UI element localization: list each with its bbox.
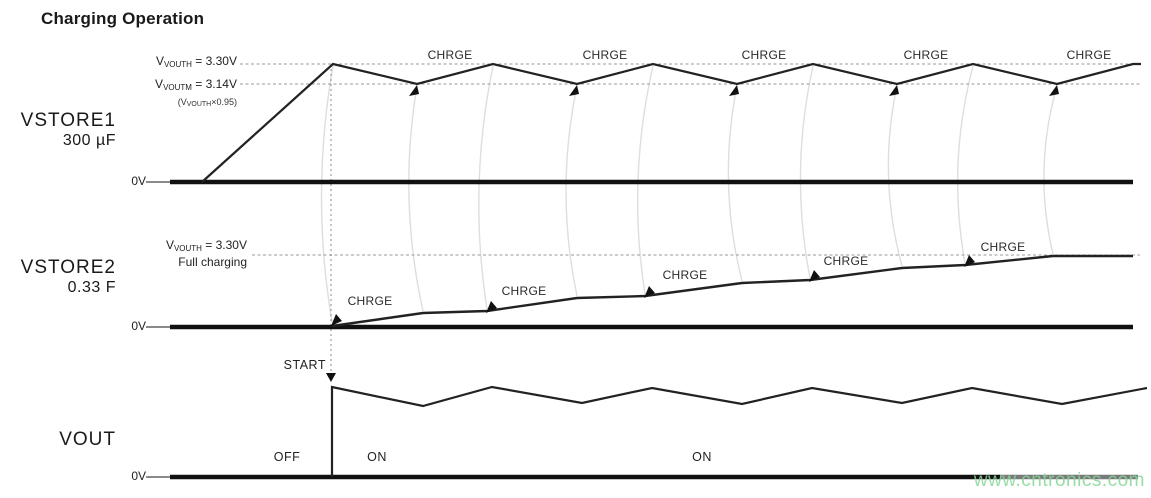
chrge-dip-arrowhead [729, 85, 739, 96]
chrge-label: CHRGE [663, 268, 708, 282]
chrge-ramp-arrowhead [964, 255, 975, 267]
start-down-arrowhead [326, 373, 336, 382]
chrge-label: CHRGE [824, 254, 869, 268]
watermark: www.cntronics.com [973, 470, 1145, 491]
vstore2-name: VSTORE2 [20, 257, 116, 278]
chrge-label: CHRGE [502, 284, 547, 298]
vstore1-voutm-formula-label: (VVOUTH×0.95) [177, 97, 237, 108]
charge-transfer-arc [887, 85, 903, 267]
waveform-vout [330, 385, 1148, 477]
vstore1-capacitance: 300 µF [62, 131, 116, 149]
vstore2-vouth-level-label: VVOUTH = 3.30V [165, 238, 247, 253]
start-label: START [283, 358, 326, 372]
signal-name-vstore2: VSTORE2 0.33 F [16, 257, 116, 297]
charge-transfer-arc [799, 65, 814, 279]
signal-name-vstore1: VSTORE1 300 µF [16, 110, 116, 150]
chrge-label: CHRGE [1067, 48, 1112, 62]
vout-zero-label: 0V [131, 469, 146, 483]
charge-transfer-arc [956, 65, 974, 264]
voltage-level-lines [240, 63, 1140, 256]
page-title: Charging Operation [41, 9, 205, 28]
chrge-ramp-arrowhead [644, 286, 655, 298]
chrge-label: CHRGE [428, 48, 473, 62]
vout-off-label: OFF [273, 450, 301, 464]
chrge-ramp-arrowhead [486, 301, 497, 313]
zero-volt-axes [146, 179, 1138, 480]
vstore1-voutm-level-label: VVOUTM = 3.14V [155, 77, 237, 92]
chrge-dip-arrowhead [409, 85, 419, 96]
chrge-labels: CHRGE CHRGE CHRGE CHRGE CHRGE CHRGE CHRGE CHRGE… [348, 48, 1112, 308]
charge-transfer-arc [320, 65, 334, 323]
vout-on-label-2: ON [692, 450, 712, 464]
chrge-label: CHRGE [904, 48, 949, 62]
chrge-label: CHRGE [742, 48, 787, 62]
waveform-vstore1 [201, 62, 1141, 183]
vstore2-full-charging-label: Full charging [178, 255, 247, 269]
chrge-label: CHRGE [348, 294, 393, 308]
vstore1-vouth-level-label: VVOUTH = 3.30V [155, 54, 237, 69]
vstore1-zero-label: 0V [131, 174, 146, 188]
charge-transfer-arc [408, 85, 424, 312]
arrowheads [326, 85, 1059, 382]
charge-transfer-arc [565, 85, 578, 297]
waveforms [201, 62, 1148, 477]
vout-on-label-1: ON [367, 450, 387, 464]
vstore2-zero-label: 0V [131, 319, 146, 333]
chrge-label: CHRGE [583, 48, 628, 62]
vstore1-name: VSTORE1 [20, 110, 116, 131]
signal-name-vout: VOUT [59, 429, 116, 450]
charge-transfer-arc [1043, 85, 1058, 255]
chrge-dip-arrowhead [569, 85, 579, 96]
chrge-label: CHRGE [981, 240, 1026, 254]
chrge-dip-arrowhead [1049, 85, 1059, 96]
chrge-ramp-arrowhead [331, 314, 342, 326]
vstore2-capacitance: 0.33 F [67, 278, 116, 296]
charge-transfer-arcs [320, 65, 1058, 323]
chrge-dip-arrowhead [889, 85, 899, 96]
charge-transfer-arc [478, 65, 494, 310]
waveform-vstore2 [331, 254, 1133, 328]
chrge-ramp-arrowhead [809, 270, 820, 282]
